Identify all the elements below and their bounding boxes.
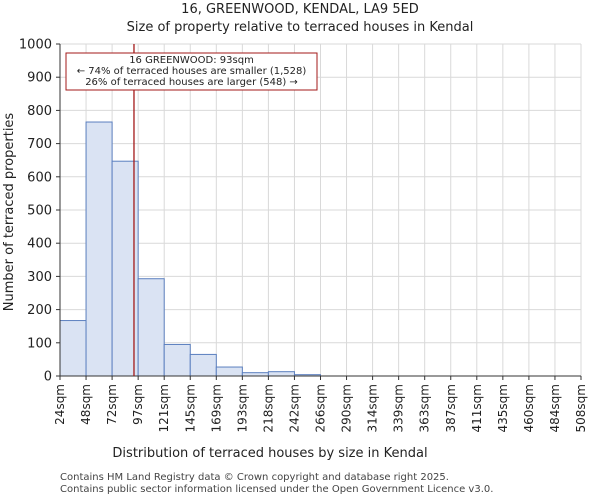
x-tick-label: 97sqm [131,384,145,425]
y-tick-label: 700 [27,137,52,152]
x-tick-label: 314sqm [366,384,380,432]
x-tick-label: 193sqm [235,384,249,432]
footer-licence: Contains public sector information licen… [60,484,494,495]
y-tick-label: 600 [27,170,52,185]
chart-subtitle: Size of property relative to terraced ho… [126,20,474,35]
y-tick-label: 1000 [19,38,52,53]
histogram-bar [59,320,87,377]
x-tick-label: 121sqm [157,384,171,432]
footer-copyright: Contains HM Land Registry data © Crown c… [60,472,449,483]
y-tick-label: 200 [27,303,52,318]
y-tick-label: 400 [27,237,52,252]
y-tick-label: 800 [27,104,52,119]
x-tick-label: 24sqm [53,384,67,425]
x-tick-label: 72sqm [105,384,119,425]
y-tick-label: 900 [27,71,52,86]
histogram-bar [215,366,243,377]
x-tick-label: 484sqm [548,384,562,432]
annotation-box [65,52,318,91]
x-tick-label: 387sqm [444,384,458,432]
x-tick-label: 435sqm [496,384,510,432]
x-tick-label: 460sqm [522,384,536,432]
y-tick-label: 0 [44,370,52,385]
x-tick-label: 48sqm [79,384,93,425]
histogram-bar [137,278,165,377]
y-tick-label: 100 [27,336,52,351]
x-tick-label: 145sqm [183,384,197,432]
x-tick-label: 411sqm [470,384,484,432]
x-tick-label: 363sqm [418,384,432,432]
annotation-line-1: 16 GREENWOOD: 93sqm [129,55,254,66]
x-tick-label: 266sqm [314,384,328,432]
annotation-line-2: ← 74% of terraced houses are smaller (1,… [77,66,307,77]
x-tick-label: 508sqm [574,384,588,432]
x-tick-label: 290sqm [340,384,354,432]
histogram-bar [85,121,113,377]
y-tick-label: 300 [27,270,52,285]
y-tick-label: 500 [27,204,52,219]
x-tick-label: 242sqm [287,384,301,432]
chart-title: 16, GREENWOOD, KENDAL, LA9 5ED [181,2,419,17]
annotation-line-3: 26% of terraced houses are larger (548) … [85,77,298,88]
histogram-bar [267,371,295,377]
histogram-bar [163,343,191,377]
x-tick-label: 339sqm [392,384,406,432]
x-axis-label: Distribution of terraced houses by size … [112,446,427,461]
x-tick-label: 169sqm [209,384,223,432]
x-tick-label: 218sqm [261,384,275,432]
y-axis-label: Number of terraced properties [2,113,17,312]
histogram-bar [189,353,217,377]
